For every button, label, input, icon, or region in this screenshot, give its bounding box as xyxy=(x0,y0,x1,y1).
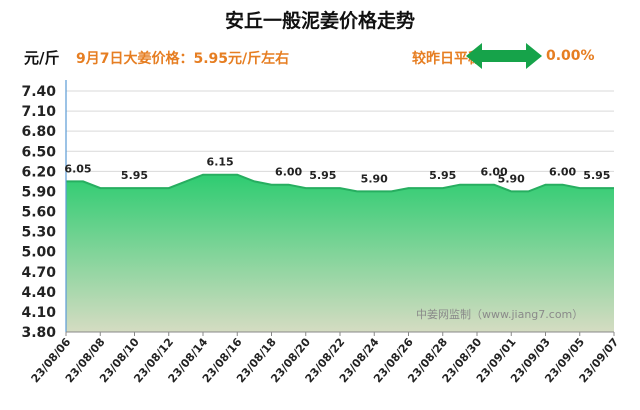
x-tick-labels: 23/08/0623/08/0823/08/1023/08/1223/08/14… xyxy=(29,332,621,385)
double-arrow-icon xyxy=(466,43,542,69)
y-tick-label: 6.20 xyxy=(21,164,56,180)
y-tick-label: 5.60 xyxy=(21,205,56,221)
y-tick-label: 6.80 xyxy=(21,124,56,140)
y-tick-labels: 3.80 4.10 4.40 4.70 5.00 5.30 5.60 5.90 6.20 6.50… xyxy=(21,84,56,341)
y-tick-label: 4.40 xyxy=(21,285,56,301)
data-label: 6.00 xyxy=(275,166,302,179)
y-tick-label: 4.70 xyxy=(21,265,56,281)
y-tick-label: 3.80 xyxy=(21,325,56,341)
y-tick-label: 7.40 xyxy=(21,84,56,100)
data-labels: 6.055.956.156.00 5.95 5.90 5.95 6.005.906.00… xyxy=(64,156,610,186)
data-label: 5.95 xyxy=(309,169,336,182)
y-tick-label: 7.10 xyxy=(21,104,56,120)
data-label: 5.90 xyxy=(361,172,388,185)
data-label: 6.00 xyxy=(549,166,576,179)
y-tick-label: 6.50 xyxy=(21,144,56,160)
compare-label: 较昨日平稳 xyxy=(412,51,482,67)
data-label: 5.95 xyxy=(583,169,610,182)
price-note: 9月7日大姜价格：5.95元/斤左右 xyxy=(76,51,290,67)
y-tick-label: 5.00 xyxy=(21,245,56,261)
data-label: 5.90 xyxy=(498,172,525,185)
data-label: 6.15 xyxy=(207,156,234,169)
y-tick-label: 4.10 xyxy=(21,305,56,321)
compare-value: 0.00% xyxy=(546,48,595,64)
watermark: 中姜网监制（www.jiang7.com） xyxy=(416,307,583,321)
y-axis-unit: 元/斤 xyxy=(24,49,60,67)
price-line xyxy=(66,173,614,193)
chart-title: 安丘一般泥姜价格走势 xyxy=(224,10,415,32)
data-label: 5.95 xyxy=(429,169,456,182)
y-tick-label: 5.30 xyxy=(21,225,56,241)
y-tick-label: 5.90 xyxy=(21,184,56,200)
data-label: 6.00 xyxy=(481,166,508,179)
data-label: 6.05 xyxy=(64,162,91,175)
price-area xyxy=(66,174,614,332)
data-label: 5.95 xyxy=(121,169,148,182)
